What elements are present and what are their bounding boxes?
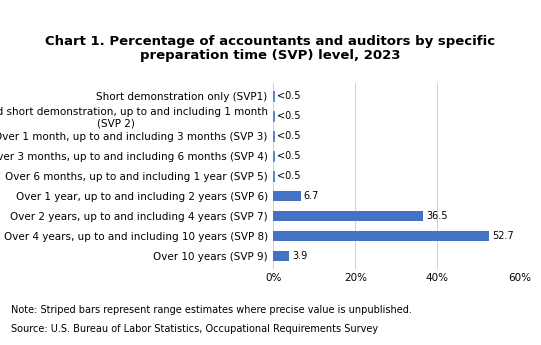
Bar [273,131,274,141]
Bar [273,151,274,161]
Text: <0.5: <0.5 [277,91,301,101]
Text: <0.5: <0.5 [277,111,301,121]
Text: 36.5: 36.5 [426,211,447,221]
Text: Chart 1. Percentage of accountants and auditors by specific
preparation time (SV: Chart 1. Percentage of accountants and a… [45,34,496,62]
Bar [273,231,490,241]
Bar [273,171,274,181]
Bar [273,111,274,121]
Text: <0.5: <0.5 [277,131,301,141]
Text: <0.5: <0.5 [277,151,301,161]
Text: 3.9: 3.9 [292,251,307,261]
Text: 6.7: 6.7 [304,191,319,201]
Bar [273,191,301,201]
Bar [273,91,274,101]
Text: <0.5: <0.5 [277,171,301,181]
Bar [273,251,289,260]
Bar [273,211,423,221]
Text: 52.7: 52.7 [492,231,514,241]
Text: Source: U.S. Bureau of Labor Statistics, Occupational Requirements Survey: Source: U.S. Bureau of Labor Statistics,… [11,324,378,334]
Text: Note: Striped bars represent range estimates where precise value is unpublished.: Note: Striped bars represent range estim… [11,305,412,315]
